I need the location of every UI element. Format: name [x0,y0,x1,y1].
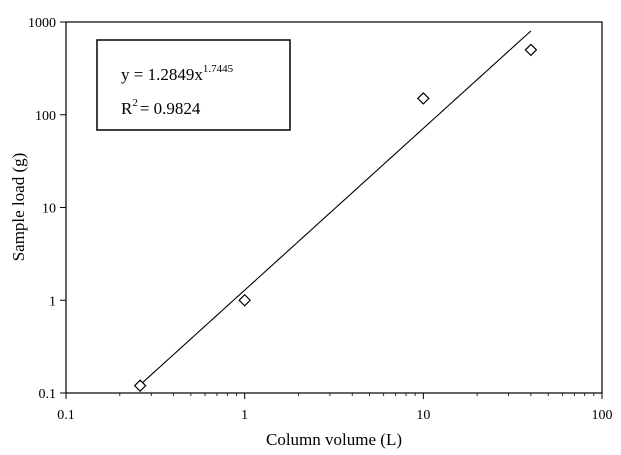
data-point [524,43,538,57]
y-tick-label: 10 [42,202,56,217]
data-point [238,293,252,307]
trendline [139,30,532,386]
x-tick-label: 100 [592,408,613,423]
equation-exponent: 1.7445 [203,63,234,75]
y-tick-label: 1 [49,294,56,309]
y-tick-label: 1000 [28,16,56,31]
r-squared-superscript: 2 [132,97,138,109]
r-squared-prefix: R [121,99,133,118]
data-point [133,379,147,393]
x-tick-label: 0.1 [57,408,75,423]
y-tick-label: 0.1 [39,387,57,402]
equation-prefix: y = 1.2849x [121,65,203,84]
x-tick-label: 10 [416,408,430,423]
y-axis-ticks: 0.1 1 10 100 1000 [28,16,66,402]
y-tick-label: 100 [35,109,56,124]
x-axis-title: Column volume (L) [266,430,402,449]
data-point [416,92,430,105]
r-squared-value: = 0.9824 [140,99,201,118]
x-tick-label: 1 [241,408,248,423]
y-axis-title: Sample load (g) [9,153,28,262]
data-marks [133,30,538,393]
r-squared-text: R2 = 0.9824 [121,97,201,118]
equation-box: y = 1.2849x1.7445 R2 = 0.9824 [96,39,291,131]
equation-box-border [96,39,291,131]
equation-text: y = 1.2849x1.7445 [121,63,234,84]
x-axis-ticks: 0.1 1 10 100 [57,393,613,423]
